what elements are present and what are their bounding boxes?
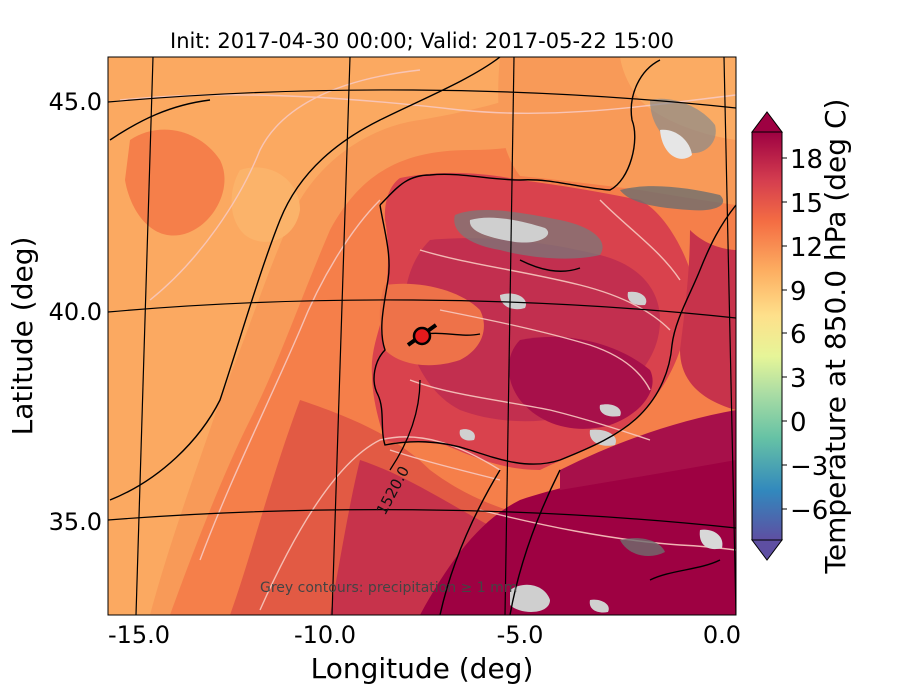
x-tick-label: -10.0 [294, 621, 356, 649]
colorbar-tick-label: 6 [790, 320, 807, 350]
colorbar-tick-label: 18 [790, 145, 823, 175]
map-frame [107, 56, 737, 616]
colorbar-tick-label: 15 [790, 189, 823, 219]
x-tick-label: 0.0 [703, 621, 741, 649]
y-tick-label: 35.0 [49, 508, 102, 536]
plot-title: Init: 2017-04-30 00:00; Valid: 2017-05-2… [170, 29, 674, 53]
geopotential-contour [389, 379, 421, 471]
colorbar-tick-label: 3 [790, 364, 807, 394]
graticule [108, 57, 736, 615]
x-tick-label: -15.0 [108, 621, 170, 649]
colorbar: 18 15 12 9 6 3 0 −3 −6 [751, 111, 828, 561]
y-axis-label: Latitude (deg) [6, 237, 39, 436]
map-area: 1520.0 Grey contours: precipitation ≥ 1 … [108, 57, 736, 615]
colorbar-tick-label: −6 [790, 496, 828, 526]
y-ticks: 45.0 40.0 35.0 [49, 88, 102, 536]
y-tick-label: 40.0 [49, 298, 102, 326]
colorbar-tick-label: −3 [790, 452, 828, 482]
colorbar-tick-label: 0 [790, 408, 807, 438]
coastlines [109, 57, 736, 615]
colorbar-tick-label: 12 [790, 233, 823, 263]
x-axis-label: Longitude (deg) [311, 652, 534, 685]
precipitation-note: Grey contours: precipitation ≥ 1 mm [260, 580, 517, 596]
site-marker [406, 323, 438, 347]
colorbar-tick-label: 9 [790, 277, 807, 307]
x-tick-label: -5.0 [497, 621, 544, 649]
x-ticks: -15.0 -10.0 -5.0 0.0 [108, 621, 741, 649]
colorbar-label: Temperature at 850.0 hPa (deg C) [819, 99, 852, 575]
precipitation-patches [454, 98, 724, 613]
y-tick-label: 45.0 [49, 88, 102, 116]
